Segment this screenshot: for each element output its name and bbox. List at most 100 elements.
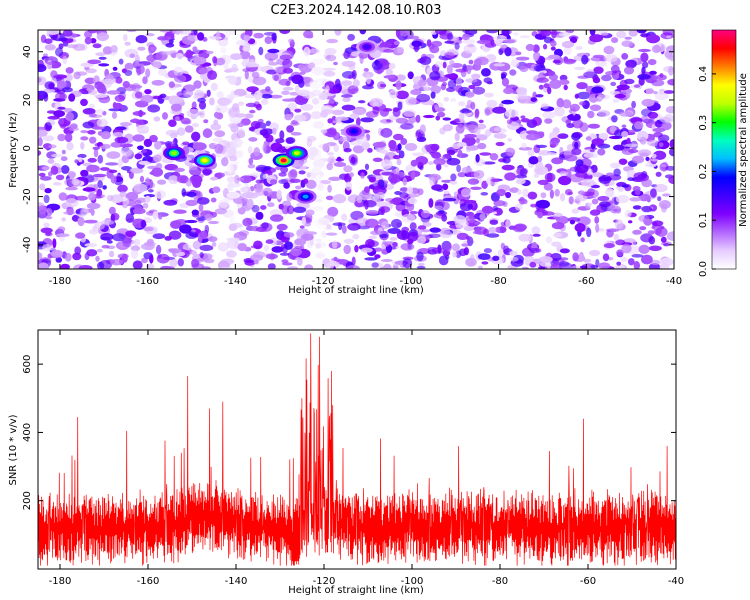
heatmap-cell bbox=[579, 251, 584, 261]
heatmap-cell bbox=[489, 153, 499, 161]
heatmap-hotspot bbox=[280, 158, 287, 163]
heatmap-x-tick-label: -60 bbox=[578, 276, 594, 287]
heatmap-cell bbox=[628, 30, 638, 37]
snr-y-tick-label: 400 bbox=[22, 423, 33, 442]
heatmap-cell bbox=[255, 103, 262, 111]
heatmap-cell bbox=[209, 97, 215, 106]
heatmap-cell bbox=[571, 132, 581, 141]
heatmap-cell bbox=[84, 252, 90, 261]
heatmap-cell bbox=[229, 155, 238, 162]
heatmap-cell bbox=[419, 56, 432, 65]
heatmap-cell bbox=[531, 226, 541, 235]
heatmap-cell bbox=[148, 189, 154, 193]
heatmap-cell bbox=[214, 111, 220, 119]
heatmap-cell bbox=[491, 178, 500, 183]
heatmap-cell bbox=[179, 224, 192, 234]
heatmap-cell bbox=[251, 71, 260, 79]
heatmap-cell bbox=[477, 253, 491, 260]
heatmap-cell bbox=[334, 116, 349, 121]
heatmap-cell bbox=[365, 218, 379, 228]
heatmap-cell bbox=[286, 125, 294, 133]
heatmap-cell bbox=[61, 87, 73, 93]
heatmap-cell bbox=[132, 134, 145, 142]
heatmap-cell bbox=[543, 182, 553, 191]
heatmap-hotspot bbox=[293, 151, 300, 156]
heatmap-cell bbox=[341, 94, 353, 98]
heatmap-cell bbox=[409, 210, 418, 215]
heatmap-cell bbox=[400, 138, 408, 145]
heatmap-cell bbox=[460, 188, 472, 198]
heatmap-cell bbox=[389, 237, 398, 241]
heatmap-cell bbox=[605, 188, 615, 198]
heatmap-cell bbox=[239, 44, 244, 53]
heatmap-cell bbox=[663, 243, 670, 247]
heatmap-cell bbox=[395, 90, 409, 100]
heatmap-cell bbox=[552, 59, 561, 64]
heatmap-cell bbox=[388, 139, 397, 150]
heatmap-cell bbox=[152, 95, 162, 100]
heatmap-cell bbox=[151, 79, 165, 86]
heatmap-cell bbox=[551, 241, 562, 247]
heatmap-cell bbox=[242, 45, 251, 52]
heatmap-cell bbox=[228, 75, 237, 85]
heatmap-cell bbox=[266, 202, 275, 208]
heatmap-cell bbox=[320, 110, 328, 118]
heatmap-cell bbox=[575, 194, 588, 202]
heatmap-cell bbox=[120, 147, 133, 157]
heatmap-cell bbox=[264, 52, 279, 61]
heatmap-cell bbox=[126, 30, 137, 33]
heatmap-cell bbox=[44, 44, 56, 51]
heatmap-cell bbox=[255, 211, 264, 220]
heatmap-cell bbox=[427, 249, 438, 255]
heatmap-cell bbox=[151, 167, 163, 177]
heatmap-cell bbox=[616, 261, 622, 266]
heatmap-cell bbox=[78, 157, 83, 163]
heatmap-cell bbox=[146, 54, 157, 62]
heatmap-cell bbox=[144, 241, 156, 247]
heatmap-cell bbox=[407, 238, 414, 245]
heatmap-cell bbox=[565, 168, 572, 179]
heatmap-cell bbox=[552, 212, 563, 219]
heatmap-hotspot bbox=[171, 151, 177, 156]
heatmap-cell bbox=[566, 123, 575, 129]
heatmap-cell bbox=[117, 184, 128, 193]
heatmap-cell bbox=[303, 178, 309, 184]
heatmap-cell bbox=[424, 144, 430, 150]
heatmap-cell bbox=[660, 121, 672, 131]
heatmap-cell bbox=[142, 202, 149, 209]
heatmap-cell bbox=[444, 52, 455, 58]
heatmap-cell bbox=[452, 39, 463, 45]
heatmap-cell bbox=[305, 179, 317, 189]
heatmap-cell bbox=[481, 68, 491, 77]
heatmap-cell bbox=[204, 258, 215, 264]
heatmap-cell bbox=[60, 165, 70, 174]
heatmap-cell bbox=[235, 39, 250, 46]
heatmap-cell bbox=[646, 34, 661, 44]
heatmap-cell bbox=[657, 196, 662, 202]
heatmap-cell bbox=[281, 262, 293, 266]
heatmap-cell bbox=[650, 158, 659, 162]
heatmap-cell bbox=[627, 177, 635, 182]
heatmap-cell bbox=[455, 123, 465, 134]
heatmap-cell bbox=[621, 124, 627, 128]
heatmap-cell bbox=[502, 39, 516, 44]
heatmap-cell bbox=[188, 165, 198, 171]
heatmap-cell bbox=[176, 92, 184, 96]
heatmap-cell bbox=[466, 64, 472, 75]
heatmap-cell bbox=[185, 49, 193, 59]
heatmap-cell bbox=[435, 115, 441, 121]
heatmap-cell bbox=[442, 197, 457, 202]
heatmap-cell bbox=[501, 164, 515, 171]
heatmap-cell bbox=[265, 239, 274, 244]
heatmap-cell bbox=[43, 53, 48, 57]
heatmap-cell bbox=[443, 190, 450, 194]
heatmap-cell bbox=[112, 233, 126, 242]
heatmap-cell bbox=[111, 132, 125, 138]
heatmap-cell bbox=[603, 45, 615, 55]
heatmap-cell bbox=[285, 137, 296, 144]
heatmap-cell bbox=[489, 219, 499, 225]
heatmap-cell bbox=[42, 244, 52, 252]
heatmap-cell bbox=[334, 30, 342, 36]
heatmap-cell bbox=[609, 162, 621, 169]
heatmap-cell bbox=[341, 80, 353, 86]
